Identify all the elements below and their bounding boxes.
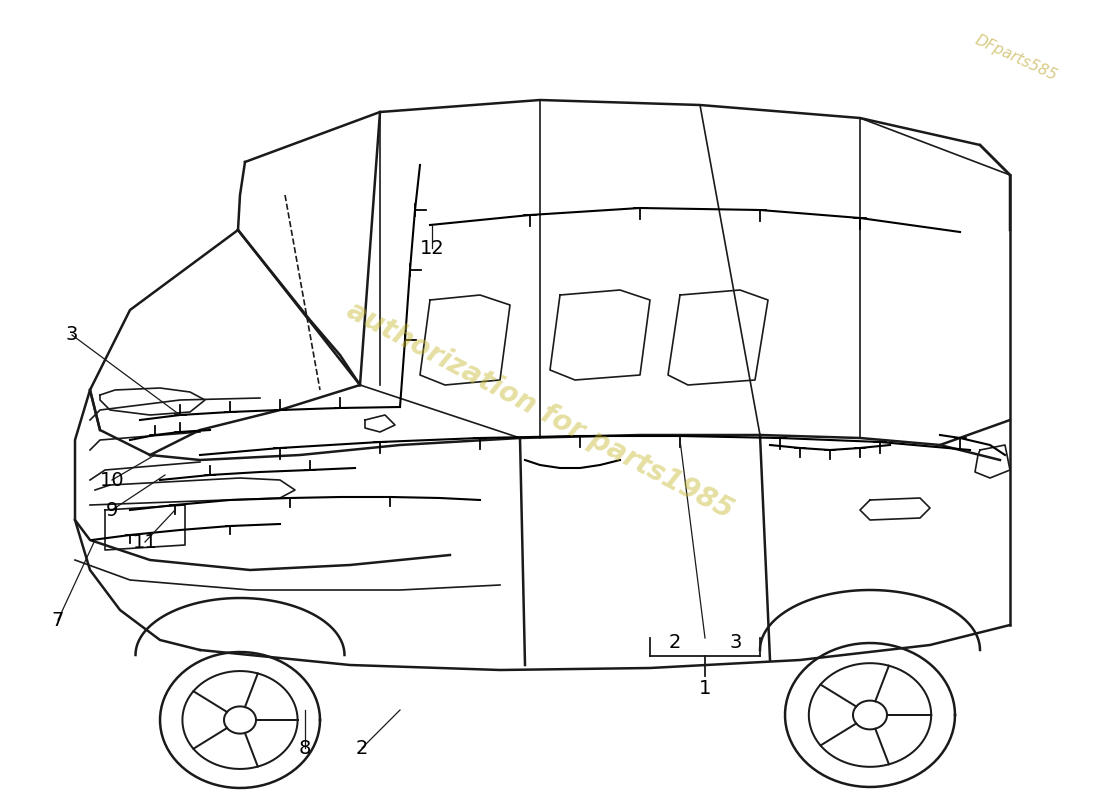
Text: 9: 9 (106, 501, 118, 519)
Text: 3: 3 (66, 326, 78, 345)
Text: 3: 3 (729, 634, 741, 653)
Text: 10: 10 (100, 470, 124, 490)
Text: 8: 8 (299, 738, 311, 758)
Text: DFparts585: DFparts585 (974, 32, 1060, 84)
Text: 2: 2 (669, 634, 681, 653)
Text: 2: 2 (355, 738, 368, 758)
Text: authorization for parts1985: authorization for parts1985 (342, 296, 738, 524)
Text: 7: 7 (52, 610, 64, 630)
Text: 11: 11 (133, 533, 157, 551)
Text: 12: 12 (419, 238, 444, 258)
Text: 1: 1 (698, 679, 712, 698)
